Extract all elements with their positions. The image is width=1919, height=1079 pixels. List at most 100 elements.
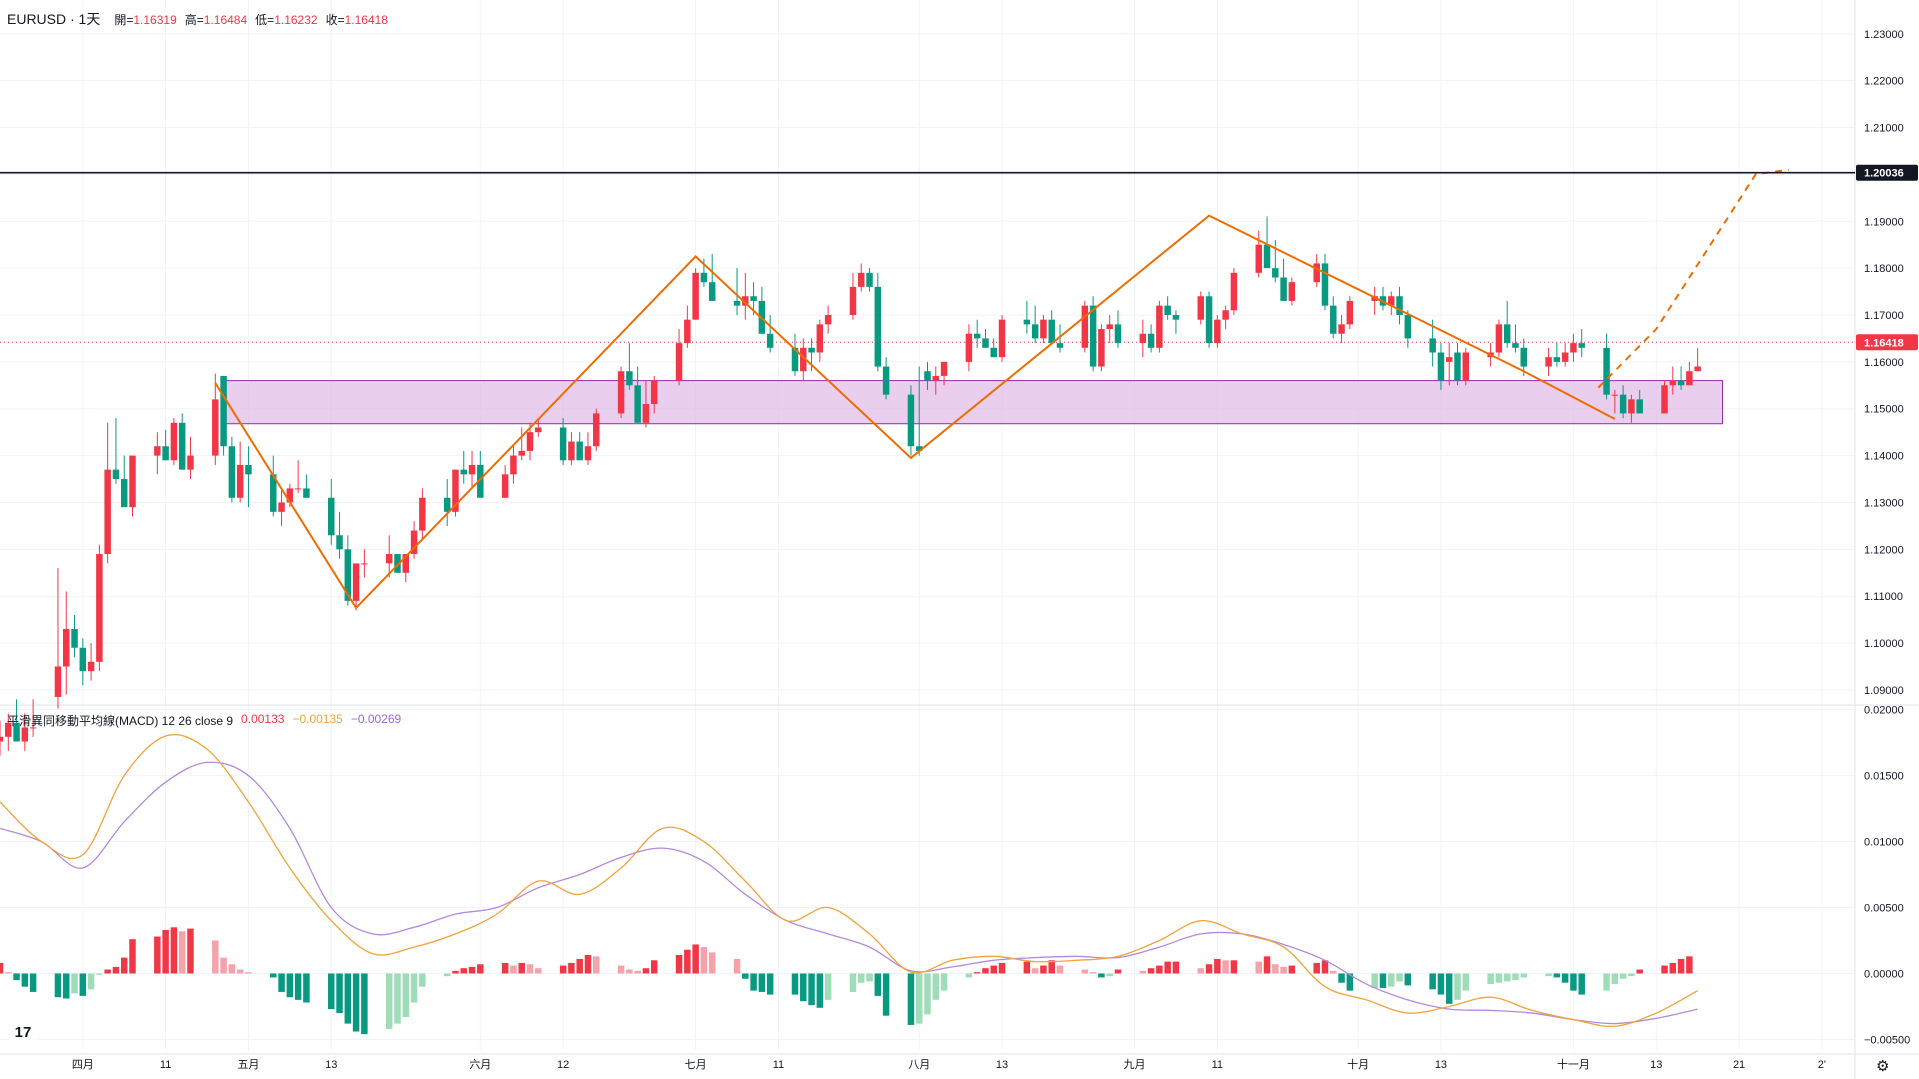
candle — [1545, 347, 1552, 376]
candle — [642, 380, 650, 428]
candle — [1056, 324, 1064, 353]
candle — [1371, 286, 1378, 315]
candle-body — [849, 286, 857, 315]
resistance-price-label: 1.20036 — [1864, 168, 1904, 180]
candle-body — [394, 554, 401, 573]
candle-body — [1288, 282, 1296, 301]
candle-body — [1388, 296, 1395, 306]
macd-histogram-bar — [468, 966, 476, 974]
candle-body — [1553, 357, 1561, 362]
time-tick-label: 21 — [1733, 1059, 1745, 1071]
candle-body — [1495, 324, 1503, 353]
candle-body — [120, 479, 128, 508]
macd-histogram-bar — [1404, 973, 1412, 986]
tradingview-logo-icon[interactable]: 17 — [9, 1022, 37, 1044]
projection-line — [1597, 168, 1789, 389]
candle — [924, 361, 931, 390]
macd-title[interactable]: 平滑異同移動平均線(MACD) 12 26 close 9 — [7, 714, 234, 728]
candle-body — [477, 464, 484, 498]
macd-histogram-bar — [245, 972, 252, 974]
candle — [236, 441, 244, 503]
macd-histogram-bar — [882, 973, 890, 1016]
macd-histogram-bar — [526, 964, 534, 974]
macd-histogram-bar — [1338, 973, 1345, 983]
candle — [858, 263, 865, 292]
macd-histogram-bar — [1462, 973, 1470, 991]
price-tick-label: 1.14000 — [1864, 451, 1904, 463]
candle-body — [824, 314, 832, 325]
candle — [1321, 254, 1329, 311]
candle — [1694, 347, 1701, 372]
macd-histogram-bar — [228, 964, 236, 974]
macd-histogram-bar — [1330, 970, 1337, 974]
macd-histogram-bar — [816, 973, 824, 1008]
candle-body — [584, 446, 592, 461]
candle — [626, 343, 633, 390]
macd-histogram-bar — [96, 973, 103, 975]
candle-body — [907, 394, 915, 447]
candle-body — [1346, 300, 1354, 325]
close-label: 收= — [325, 12, 345, 27]
candle — [874, 272, 882, 372]
candle-body — [1214, 319, 1221, 344]
candle — [1578, 329, 1585, 358]
time-tick-label: 七月 — [685, 1058, 707, 1071]
candle-body — [750, 296, 757, 301]
candle — [220, 375, 227, 456]
macd-line — [0, 734, 1698, 1028]
candle-body — [1230, 272, 1238, 311]
macd-histogram-bar — [1669, 962, 1677, 974]
candle-body — [1694, 366, 1701, 372]
candle — [1139, 319, 1147, 358]
candle — [593, 408, 600, 451]
macd-histogram-bar — [1487, 973, 1494, 985]
macd-histogram-bar — [79, 973, 87, 996]
candle-body — [626, 371, 633, 386]
candle — [1495, 319, 1503, 358]
candle — [965, 324, 973, 372]
candle — [1619, 385, 1627, 419]
macd-histogram-bar — [750, 973, 757, 991]
price-tick-label: 1.21000 — [1864, 123, 1904, 135]
macd-histogram-bar — [162, 929, 169, 974]
candle-body — [352, 563, 360, 601]
candle — [932, 366, 940, 395]
gear-icon[interactable]: ⚙ — [1876, 1058, 1890, 1075]
price-tick-label: 1.23000 — [1864, 29, 1904, 41]
macd-histogram-bar — [178, 931, 186, 974]
macd-tick-label: 0.01500 — [1864, 771, 1904, 783]
candle — [1330, 296, 1337, 339]
candle — [104, 422, 111, 564]
macd-header: 平滑異同移動平均線(MACD) 12 26 close 9 0.00133 −0… — [7, 712, 401, 729]
macd-line-value: −0.00135 — [292, 712, 343, 726]
time-tick-label: 13 — [1650, 1059, 1662, 1071]
candle — [1686, 361, 1693, 386]
macd-histogram-bar — [1255, 961, 1262, 974]
time-tick-label: 四月 — [72, 1059, 94, 1071]
candle-body — [1255, 244, 1262, 273]
last-price-tag — [1856, 334, 1918, 351]
macd-histogram-bar — [154, 936, 161, 974]
candle — [1156, 300, 1163, 353]
macd-histogram-bar — [1619, 973, 1627, 979]
symbol-title[interactable]: EURUSD · 1天 — [7, 11, 101, 27]
macd-histogram-bar — [1677, 958, 1685, 974]
candle — [1230, 268, 1238, 315]
macd-histogram-bar — [1156, 965, 1163, 974]
candle — [990, 338, 997, 358]
candle-body — [882, 366, 890, 395]
macd-histogram-bar — [212, 940, 219, 974]
candle — [410, 521, 418, 559]
candle-body — [1023, 319, 1031, 325]
macd-histogram-bar — [808, 973, 815, 1006]
candle — [278, 488, 285, 526]
candle-body — [162, 446, 169, 461]
macd-histogram-bar — [932, 973, 940, 1000]
macd-histogram-bar — [170, 927, 178, 974]
candle — [270, 455, 277, 517]
macd-histogram-bar — [1429, 973, 1436, 990]
candle-body — [1114, 324, 1122, 344]
macd-histogram-bar — [87, 973, 95, 990]
candle — [1628, 394, 1635, 423]
